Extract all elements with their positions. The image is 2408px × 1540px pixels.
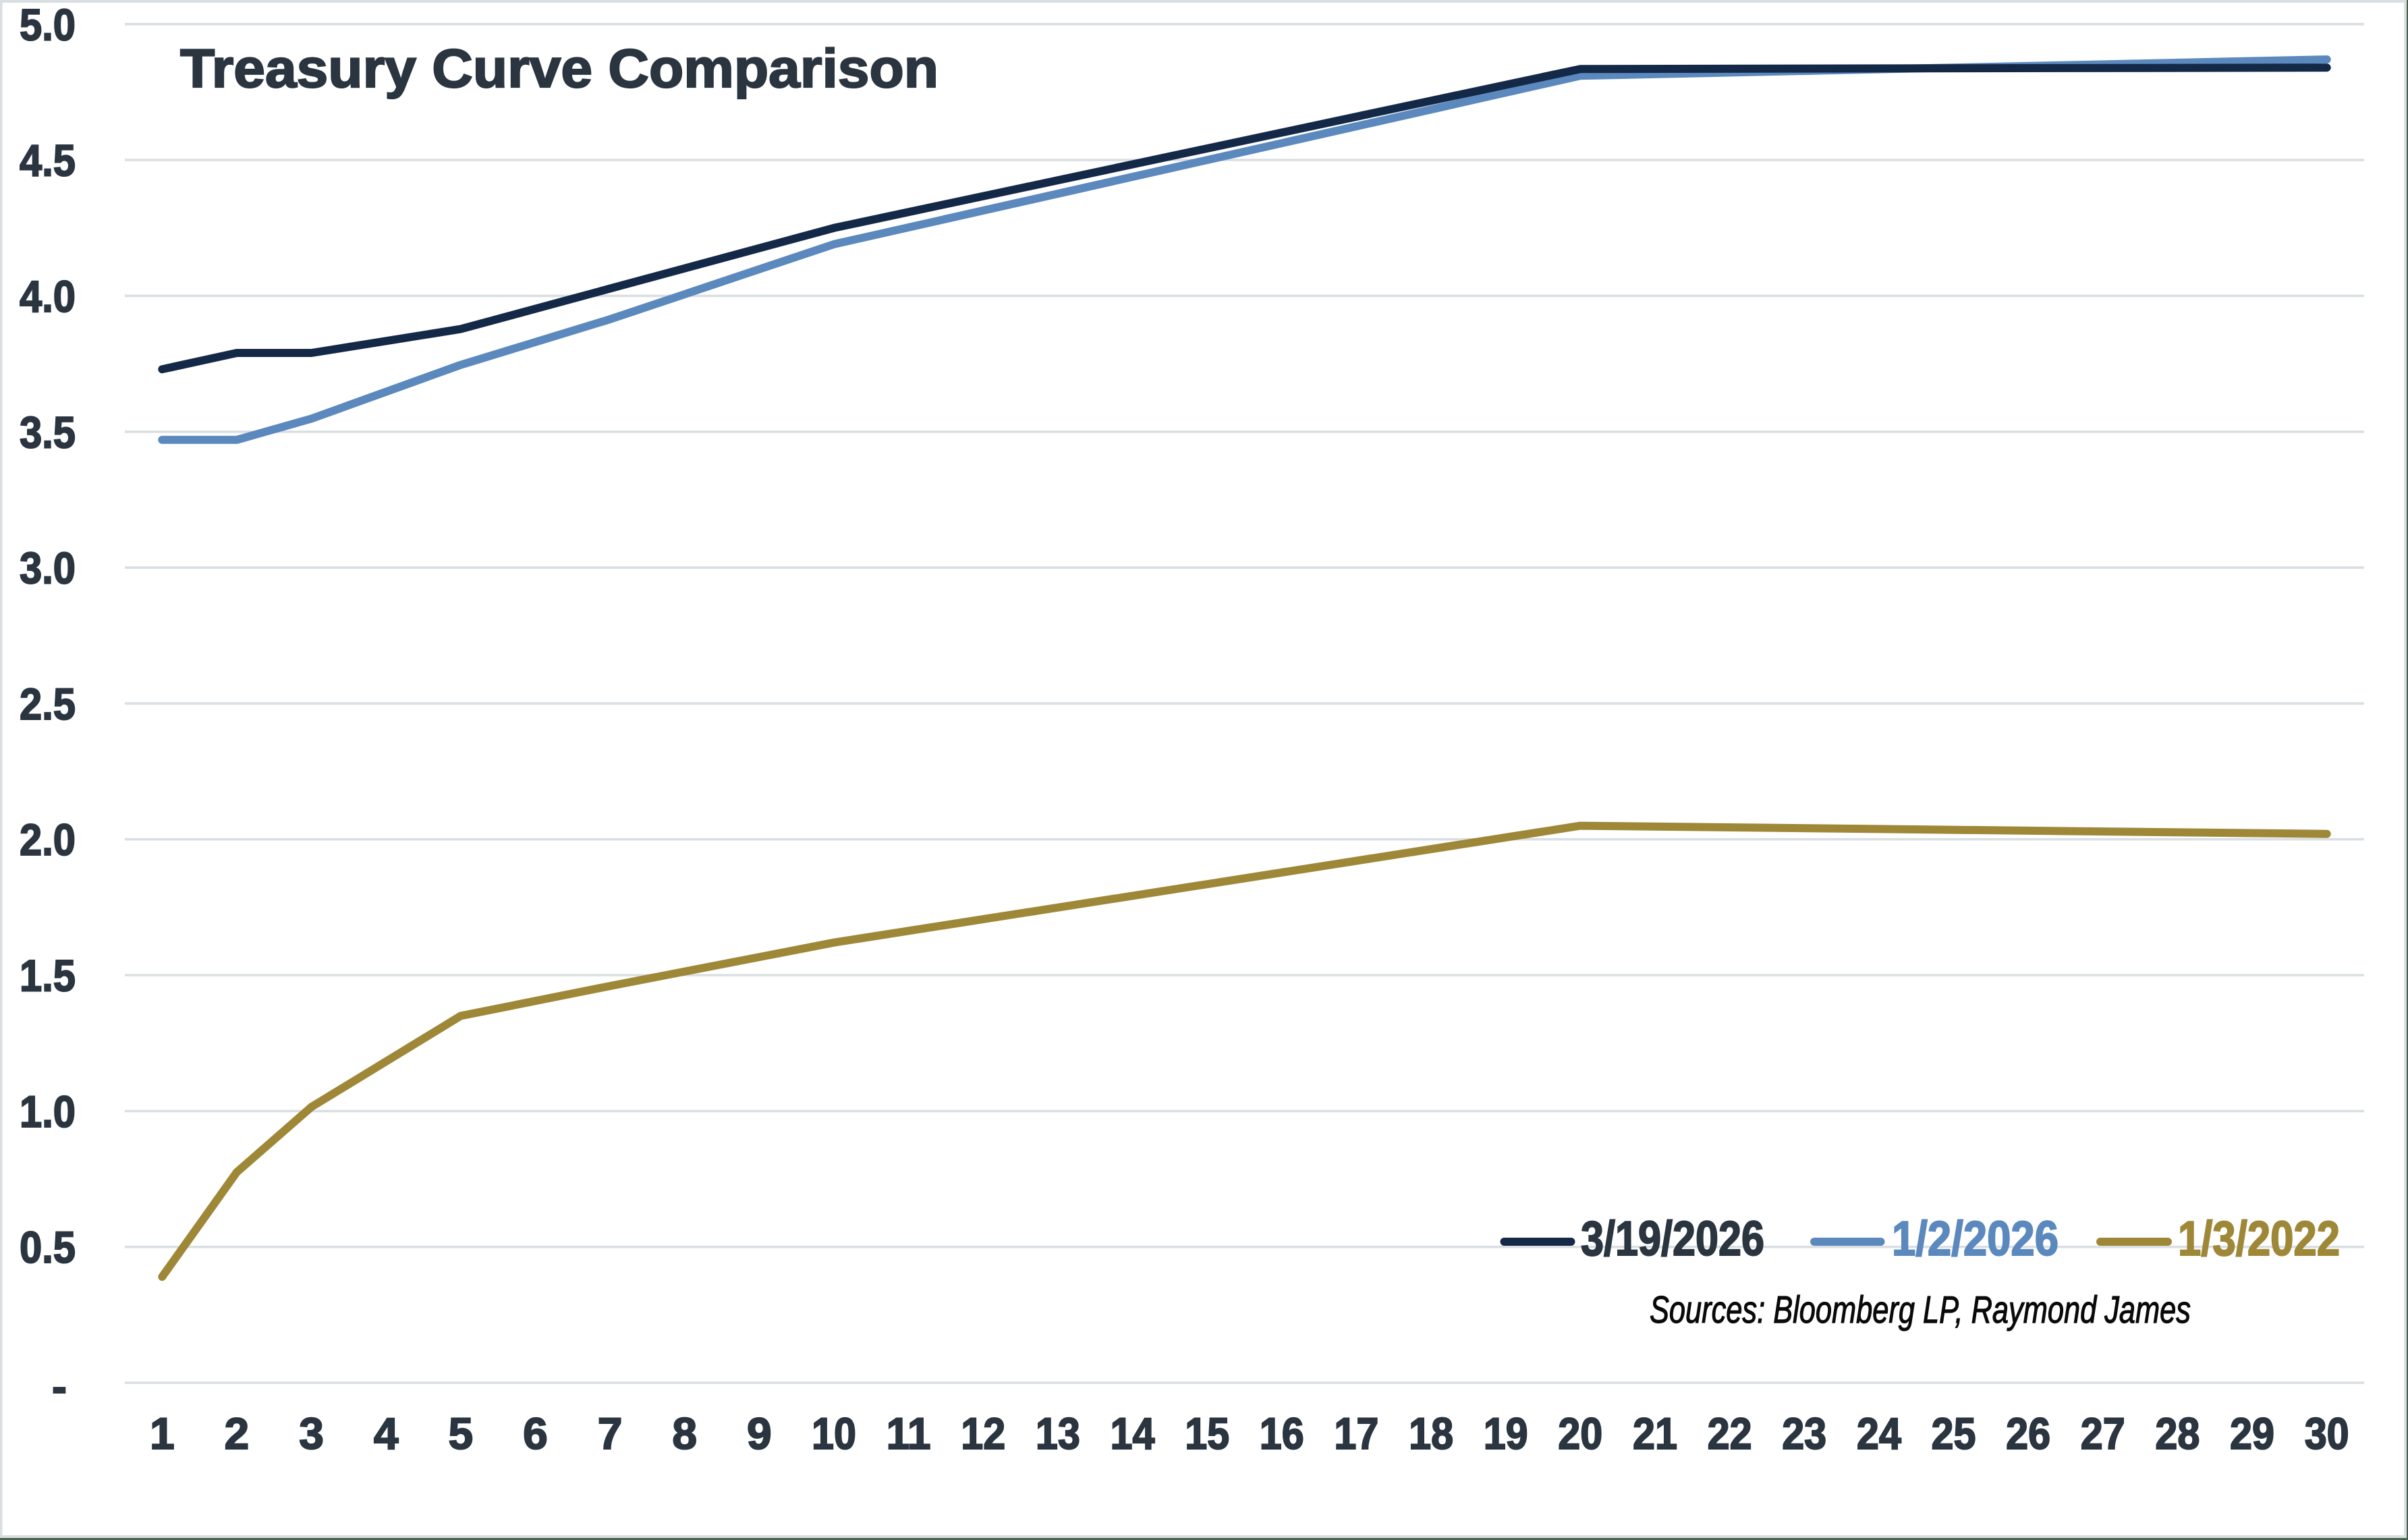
svg-text:1/3/2022: 1/3/2022 — [2178, 1212, 2340, 1266]
svg-text:1/2/2026: 1/2/2026 — [1892, 1212, 2059, 1266]
svg-text:4: 4 — [374, 1408, 399, 1458]
svg-text:12: 12 — [961, 1408, 1005, 1458]
svg-text:28: 28 — [2155, 1408, 2200, 1458]
svg-text:Sources: Bloomberg LP, Raymond: Sources: Bloomberg LP, Raymond James — [1650, 1288, 2191, 1331]
svg-text:30: 30 — [2305, 1408, 2349, 1458]
svg-text:3.5: 3.5 — [20, 407, 76, 457]
svg-text:3/19/2026: 3/19/2026 — [1581, 1212, 1764, 1266]
svg-text:4.0: 4.0 — [20, 271, 76, 321]
svg-text:27: 27 — [2081, 1408, 2125, 1458]
svg-text:6: 6 — [523, 1408, 548, 1458]
svg-text:3: 3 — [299, 1408, 324, 1458]
svg-text:21: 21 — [1633, 1408, 1677, 1458]
svg-text:1.0: 1.0 — [20, 1087, 76, 1136]
svg-text:23: 23 — [1782, 1408, 1826, 1458]
svg-text:19: 19 — [1484, 1408, 1528, 1458]
svg-text:22: 22 — [1708, 1408, 1752, 1458]
svg-text:2: 2 — [225, 1408, 250, 1458]
svg-text:1: 1 — [150, 1408, 175, 1458]
svg-text:24: 24 — [1857, 1408, 1901, 1458]
svg-text:18: 18 — [1409, 1408, 1453, 1458]
svg-text:15: 15 — [1185, 1408, 1229, 1458]
svg-text:25: 25 — [1932, 1408, 1976, 1458]
svg-text:5: 5 — [448, 1408, 473, 1458]
svg-text:4.5: 4.5 — [20, 136, 76, 186]
svg-text:9: 9 — [747, 1408, 772, 1458]
svg-text:1.5: 1.5 — [20, 951, 76, 1001]
svg-text:20: 20 — [1558, 1408, 1602, 1458]
svg-text:Treasury Curve Comparison: Treasury Curve Comparison — [180, 38, 939, 99]
svg-text:7: 7 — [598, 1408, 623, 1458]
svg-text:2.5: 2.5 — [20, 679, 76, 729]
svg-text:11: 11 — [887, 1408, 931, 1458]
svg-text:17: 17 — [1334, 1408, 1378, 1458]
svg-text:26: 26 — [2006, 1408, 2050, 1458]
svg-text:-: - — [52, 1361, 67, 1411]
svg-text:10: 10 — [812, 1408, 856, 1458]
svg-text:5.0: 5.0 — [20, 0, 76, 49]
svg-text:16: 16 — [1260, 1408, 1304, 1458]
svg-text:0.5: 0.5 — [20, 1222, 76, 1272]
svg-text:14: 14 — [1111, 1408, 1155, 1458]
svg-text:2.0: 2.0 — [20, 815, 76, 864]
svg-text:29: 29 — [2230, 1408, 2274, 1458]
svg-text:3.0: 3.0 — [20, 543, 76, 593]
svg-text:13: 13 — [1036, 1408, 1080, 1458]
svg-text:8: 8 — [672, 1408, 697, 1458]
